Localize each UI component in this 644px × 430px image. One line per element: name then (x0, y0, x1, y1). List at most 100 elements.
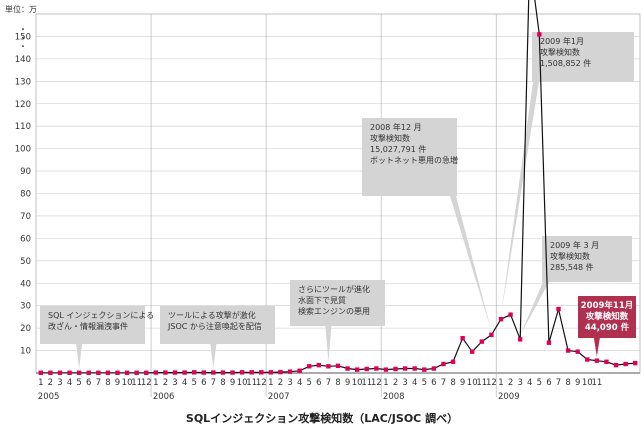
data-point (498, 316, 504, 322)
month-tick-label: 1 (383, 378, 388, 388)
month-tick-label: 2 (508, 378, 513, 388)
y-tick-label: 150 (15, 32, 31, 42)
month-tick-label: 11 (131, 378, 142, 388)
data-point (134, 370, 139, 375)
month-tick-label: 7 (441, 378, 446, 388)
year-label: 2009 (498, 392, 520, 402)
month-tick-label: 4 (67, 378, 72, 388)
month-tick-label: 1 (498, 378, 503, 388)
y-tick-label: 110 (15, 122, 31, 132)
data-point (144, 370, 149, 375)
annotation-box (362, 118, 457, 196)
data-point (613, 362, 619, 368)
annotation-pointer (325, 326, 332, 363)
month-tick-label: 8 (450, 378, 455, 388)
annotation-box (578, 296, 636, 338)
data-point (537, 32, 542, 37)
annotation-text: 攻撃検知数 (540, 47, 580, 57)
data-point (268, 370, 274, 375)
data-point (182, 370, 187, 375)
annotation-boxes: SQL インジェクションによる改ざん・情報漏洩事件ツールによる攻撃が激化JSOC… (40, 32, 636, 369)
month-tick-label: 5 (76, 378, 81, 388)
month-tick-label: 7 (96, 378, 101, 388)
data-point (556, 306, 561, 312)
month-tick-label: 5 (422, 378, 427, 388)
y-tick-label: 40 (20, 279, 31, 289)
annotation-text: SQL インジェクションによる (48, 311, 154, 320)
month-tick-label: 1 (268, 378, 273, 388)
month-tick-label: 3 (57, 378, 62, 388)
data-point (345, 366, 350, 371)
data-point (76, 370, 82, 375)
annotation-box (290, 280, 385, 326)
month-tick-label: 6 (86, 378, 91, 388)
month-tick-label: 10 (237, 378, 248, 388)
month-tick-label: 6 (201, 378, 206, 388)
data-point (105, 370, 111, 375)
month-tick-label: 7 (326, 378, 331, 388)
data-point (412, 366, 417, 371)
data-point (211, 370, 216, 375)
data-point (172, 370, 178, 375)
data-point (470, 349, 475, 354)
year-label: 2007 (268, 392, 290, 402)
annotation-pointer (500, 82, 539, 316)
data-point (316, 362, 322, 368)
y-tick-label: 10 (20, 347, 31, 357)
data-point (479, 339, 485, 344)
data-point (517, 337, 523, 342)
annotation-text: JSOC から注意喚起を配信 (167, 321, 262, 331)
annotation-text: ボットネット悪用の急増 (370, 155, 458, 165)
data-point (604, 359, 609, 364)
month-tick-label: 3 (402, 378, 407, 388)
data-point (67, 370, 72, 375)
data-point (115, 370, 120, 375)
annotation-box (40, 306, 145, 344)
y-tick-label: 80 (20, 190, 31, 200)
data-point (402, 366, 408, 371)
data-point (201, 370, 206, 375)
annotation-pointer (450, 196, 492, 331)
data-point (460, 336, 465, 341)
month-tick-label: 4 (412, 378, 417, 388)
data-point (546, 340, 552, 345)
data-point (633, 360, 638, 366)
month-tick-label: 3 (172, 378, 177, 388)
month-tick-label: 6 (546, 378, 551, 388)
series-line (38, 0, 638, 375)
month-tick-label: 2 (278, 378, 283, 388)
data-point (575, 349, 580, 354)
month-tick-label: 12 (141, 378, 152, 388)
month-tick-label: 8 (335, 378, 340, 388)
data-point (431, 366, 437, 371)
y-tick-label: 70 (20, 212, 31, 222)
data-point (393, 366, 398, 372)
annotation-pointer (76, 344, 83, 369)
annotation-text: 攻撃検知数 (550, 251, 590, 261)
annotation-text: 2008 年12 月 (370, 122, 422, 132)
annotation-box (160, 306, 275, 344)
y-tick-label: 20 (20, 324, 31, 334)
month-tick-label: 10 (582, 378, 593, 388)
data-point (163, 370, 168, 375)
month-tick-label: 10 (122, 378, 133, 388)
month-tick-label: 12 (256, 378, 267, 388)
annotation-text: 15,027,791 件 (370, 144, 426, 154)
annotation-text: 2009 年1月 (540, 36, 584, 46)
data-point (585, 357, 590, 362)
month-tick-label: 6 (431, 378, 436, 388)
year-label: 2006 (153, 392, 175, 402)
chart-title: SQLインジェクション攻撃検知数（LAC/JSOC 調べ） (185, 412, 459, 425)
month-tick-label: 3 (287, 378, 292, 388)
annotation-text: 44,090 件 (585, 322, 630, 333)
data-point (86, 370, 91, 375)
unit-label: 単位：万 (5, 4, 37, 14)
data-point (383, 367, 389, 372)
